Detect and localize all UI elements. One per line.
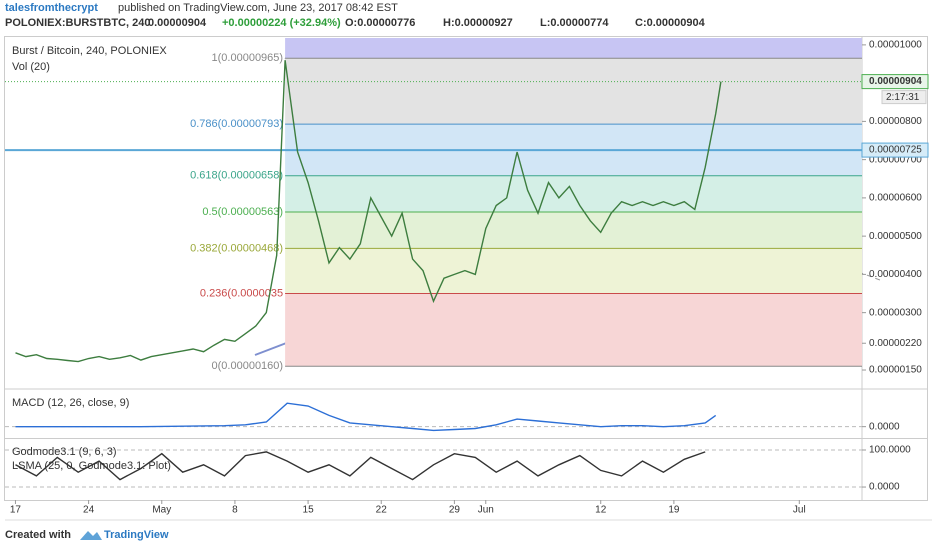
- high: H:0.00000927: [443, 17, 513, 29]
- author[interactable]: talesfromthecrypt: [5, 2, 98, 14]
- fib-band: [285, 293, 863, 367]
- last-price-label: 0.00000904: [869, 76, 922, 87]
- open: O:0.00000776: [345, 17, 415, 29]
- pane-title: Burst / Bitcoin, 240, POLONIEX: [12, 45, 167, 57]
- price: 0.00000904: [148, 17, 207, 29]
- h-line-label: 0.00000725: [869, 145, 922, 156]
- footer-brand[interactable]: TradingView: [104, 529, 169, 541]
- fib-label: 1(0.00000965): [212, 52, 284, 64]
- published: published on TradingView.com, June 23, 2…: [118, 2, 398, 14]
- symbol: POLONIEX:BURSTBTC, 240: [5, 17, 150, 29]
- y-tick-label: 0.00000600: [869, 193, 922, 204]
- fib-label: 0.382(0.00000468): [190, 242, 283, 254]
- pane-subtitle: LSMA (25, 0, Godmode3.1: Plot): [12, 460, 171, 472]
- x-tick-label: 12: [595, 505, 607, 516]
- y-tick-label: 0.00000150: [869, 365, 922, 376]
- y-tick-label: 0.00000300: [869, 307, 922, 318]
- x-tick-label: 17: [10, 505, 22, 516]
- countdown-tag: [881, 90, 927, 105]
- x-tick-label: 29: [449, 505, 461, 516]
- x-tick-label: Jul: [793, 505, 806, 516]
- pane: 100.0000 0.0000 Godmode3.1 (9, 6, 3) LSMA (…: [5, 445, 911, 493]
- y-tick-label: 0.00000500: [869, 231, 922, 242]
- y-tick-label: 0.00000220: [869, 338, 922, 349]
- footer-created: Created with: [5, 529, 71, 541]
- y-tick-label: 0.0000: [869, 421, 900, 432]
- x-tick-label: 15: [303, 505, 315, 516]
- y-tick-label: 0.00000400: [869, 269, 922, 280]
- y-tick-label: 100.0000: [869, 445, 911, 456]
- fib-label: 0.618(0.00000658): [190, 170, 283, 182]
- fib-label: 0.236(0.0000035: [200, 287, 283, 299]
- price-tag: [861, 74, 929, 90]
- fib-band: [285, 38, 863, 59]
- x-tick-label: 24: [83, 505, 95, 516]
- low: L:0.00000774: [540, 17, 609, 29]
- countdown: 2:17:31: [886, 92, 920, 103]
- fib-band: [285, 58, 863, 125]
- x-tick-label: 19: [668, 505, 680, 516]
- x-tick-label: 22: [376, 505, 388, 516]
- fib-label: 0(0.00000160): [212, 360, 284, 372]
- fib-band: [285, 248, 863, 294]
- x-tick-label: 8: [232, 505, 238, 516]
- frame: [4, 36, 928, 501]
- change: +0.00000224 (+32.94%): [222, 17, 341, 29]
- price-line: [15, 451, 706, 481]
- logo: [80, 531, 102, 540]
- x-tick-label: May: [152, 505, 171, 516]
- close: C:0.00000904: [635, 17, 706, 29]
- fib-label: 0.786(0.00000793): [190, 118, 283, 130]
- y-tick-label: 0.0000: [869, 482, 900, 493]
- pane-title: MACD (12, 26, close, 9): [12, 397, 129, 409]
- y-tick-label: 0.00001000: [869, 40, 922, 51]
- price-line: [15, 60, 722, 363]
- price-tag: [861, 142, 929, 158]
- pane-title: Godmode3.1 (9, 6, 3): [12, 446, 117, 458]
- pane-subtitle: Vol (20): [12, 61, 50, 73]
- price-line: [15, 402, 717, 432]
- pane: 1(0.00000965) 0.786(0.00000793) 0.618(0.00…: [5, 38, 929, 376]
- y-tick-label: 0.00000700: [869, 154, 922, 165]
- fib-label: 0.5(0.00000563): [202, 206, 283, 218]
- plot: 1(0.00000965) 0.786(0.00000793) 0.618(0.00…: [5, 38, 929, 516]
- x-tick-label: Jun: [478, 505, 494, 516]
- y-tick-label: 0.00000800: [869, 116, 922, 127]
- fib-band: [285, 212, 863, 249]
- pane: 0.0000 MACD (12, 26, close, 9): [5, 397, 900, 432]
